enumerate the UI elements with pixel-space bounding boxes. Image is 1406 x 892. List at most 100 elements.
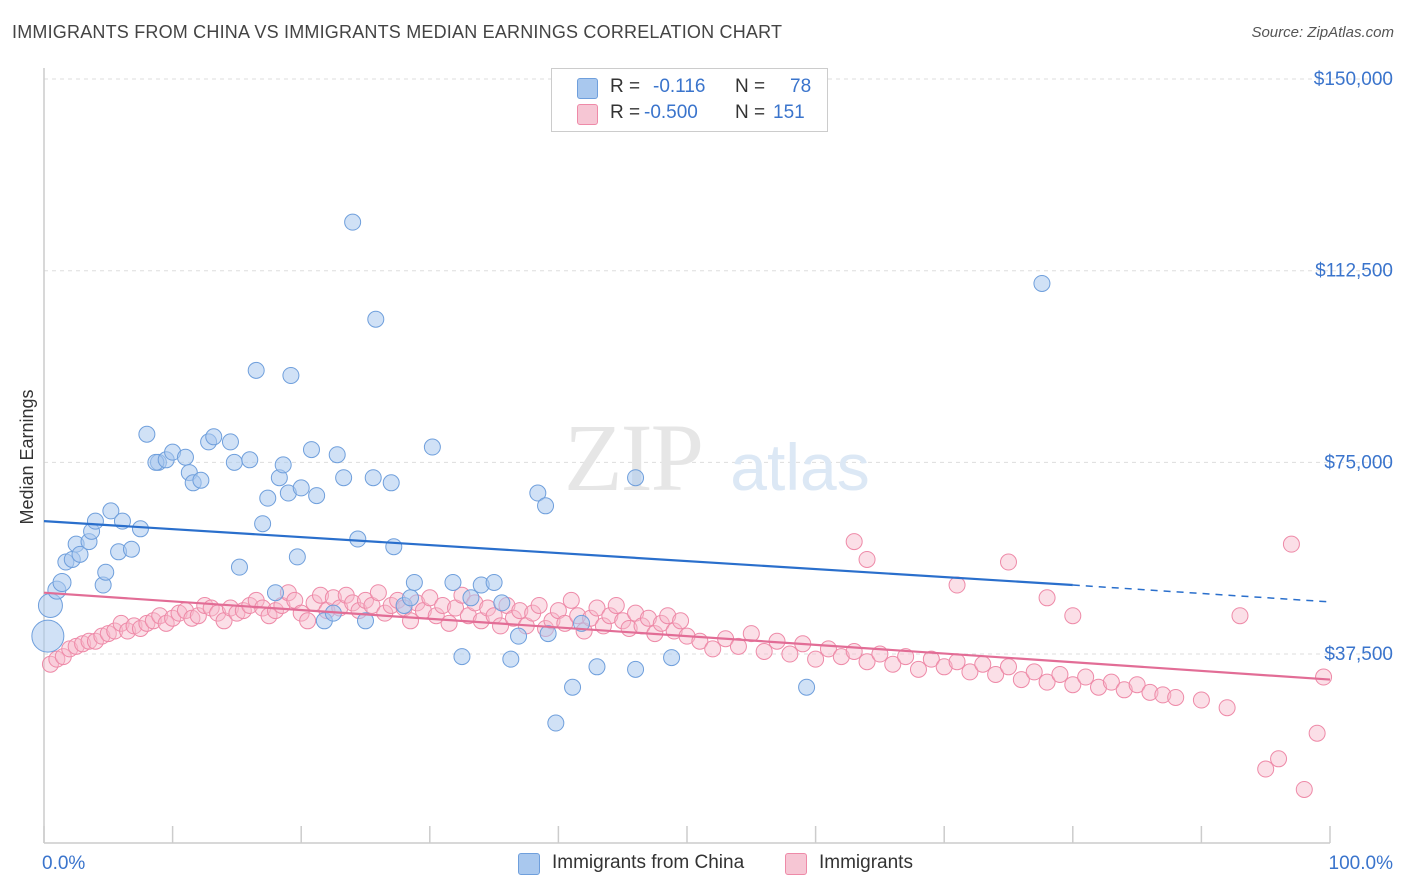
n-label: N = <box>735 102 766 123</box>
immigrants-point <box>659 607 677 625</box>
immigrants-point <box>897 648 915 666</box>
china-point <box>539 625 557 643</box>
immigrants-point <box>1000 658 1017 676</box>
china-point <box>52 572 72 592</box>
china-point <box>192 471 210 489</box>
immigrants-point <box>80 632 98 650</box>
china-point <box>462 589 480 607</box>
china-point <box>588 658 606 676</box>
immigrants-point <box>421 589 439 607</box>
immigrants-point <box>1308 724 1326 742</box>
china-trend-extension <box>1072 584 1331 603</box>
immigrants-point <box>704 640 722 658</box>
china-point <box>453 648 471 666</box>
immigrants-point <box>884 655 902 673</box>
china-point <box>1033 274 1051 292</box>
immigrants-point <box>987 665 1005 683</box>
china-point <box>385 538 403 556</box>
y-axis-label: Median Earnings <box>17 389 37 524</box>
china-point <box>102 502 120 520</box>
china-point <box>259 489 277 507</box>
watermark-atlas: atlas <box>730 430 869 504</box>
immigrants-point <box>832 648 850 666</box>
china-legend-swatch <box>518 853 540 875</box>
immigrants-point <box>845 533 863 551</box>
china-point <box>225 453 243 471</box>
immigrants-point <box>807 650 825 668</box>
immigrants-point <box>1167 688 1185 706</box>
china-point <box>131 520 149 538</box>
immigrants-point <box>1077 668 1095 686</box>
china-point <box>663 649 681 667</box>
china-point <box>402 589 420 607</box>
china-point <box>138 425 156 443</box>
immigrants-point <box>639 609 657 627</box>
china-point <box>627 469 645 487</box>
china-point <box>627 660 645 678</box>
china-point <box>328 446 346 464</box>
immigrants-point <box>729 637 747 655</box>
china-point <box>485 573 503 591</box>
china-point <box>573 614 591 632</box>
immigrants-point <box>858 653 876 671</box>
china-point <box>282 366 300 384</box>
china-point <box>288 548 306 566</box>
china-point <box>86 512 104 530</box>
immigrants-point <box>948 576 966 594</box>
n-label: N = <box>735 76 766 97</box>
immigrants-point <box>1192 691 1210 709</box>
immigrants-point <box>974 655 992 673</box>
y-tick-label: $112,500 <box>1315 261 1393 282</box>
china-point <box>510 627 528 645</box>
china-point <box>302 441 320 459</box>
immigrants-point <box>1128 676 1146 694</box>
immigrants-point <box>1102 673 1120 691</box>
r-label: R = <box>610 102 641 123</box>
china-point <box>335 469 353 487</box>
immigrants-point <box>1051 665 1069 683</box>
immigrants-point <box>434 596 452 614</box>
china-point <box>357 612 374 630</box>
immigrants-point <box>1000 553 1017 571</box>
immigrants-point <box>1090 678 1108 696</box>
immigrants-point <box>1038 673 1056 691</box>
immigrants-point <box>588 599 606 617</box>
immigrants-point <box>781 645 799 663</box>
china-point <box>122 540 140 558</box>
source-label: Source: ZipAtlas.com <box>1251 24 1394 41</box>
china-point <box>547 714 565 732</box>
tick-labels: $37,500 $75,000 $112,500 $150,000 0.0% 100.0% <box>42 69 1393 874</box>
chart-title: IMMIGRANTS FROM CHINA VS IMMIGRANTS MEDI… <box>12 22 783 42</box>
y-tick-label: $37,500 <box>1324 644 1393 665</box>
immigrants-point <box>1270 750 1288 768</box>
china-points <box>31 213 1051 732</box>
china-point <box>292 479 310 497</box>
immigrants-point <box>1154 686 1172 704</box>
china-point <box>444 573 462 591</box>
immigrants-point <box>299 612 317 630</box>
immigrants-legend-swatch <box>785 853 807 875</box>
watermark: ZIP atlas <box>564 404 870 511</box>
china-point <box>537 497 555 515</box>
china-trend-line <box>43 520 1073 587</box>
immigrants-trend-line <box>43 591 1331 681</box>
china-point <box>367 310 385 328</box>
immigrants-point <box>607 596 625 614</box>
immigrants-point <box>1141 683 1159 701</box>
china-point <box>71 545 89 563</box>
china-point <box>364 469 382 487</box>
immigrants-point <box>948 653 966 671</box>
china-point <box>564 678 582 696</box>
immigrants-point <box>1038 589 1056 607</box>
r-value-china: -0.116 <box>653 76 706 97</box>
immigrants-legend-label: Immigrants <box>819 852 913 873</box>
axes <box>43 68 1331 844</box>
immigrants-point <box>1315 668 1333 686</box>
immigrants-point <box>1025 663 1043 681</box>
immigrants-point <box>492 617 510 635</box>
y-tick-label: $75,000 <box>1324 452 1393 473</box>
n-value-china: 78 <box>790 76 812 97</box>
china-point <box>247 361 265 379</box>
china-point <box>205 428 223 446</box>
